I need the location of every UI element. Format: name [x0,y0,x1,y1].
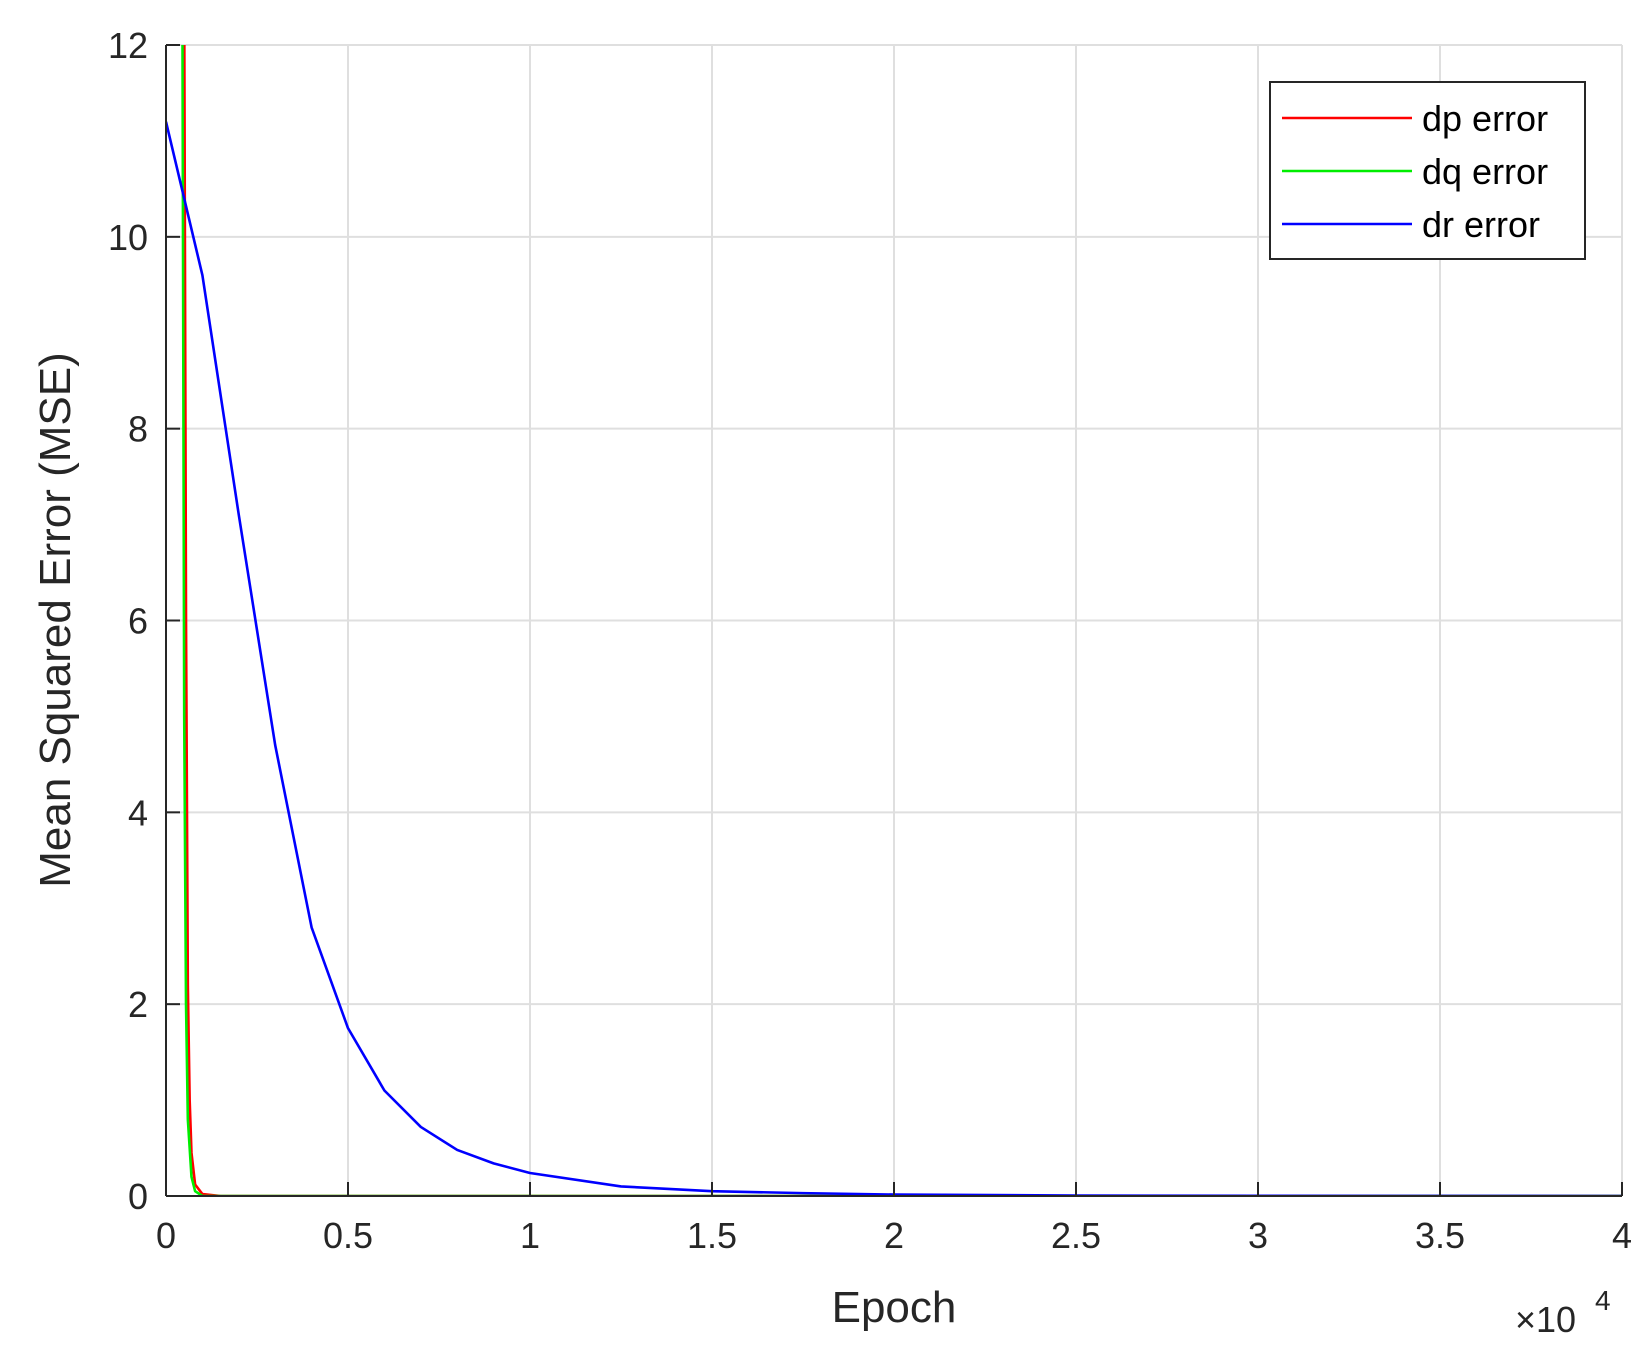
tick-labels: 0 0.5 1 1.5 2 2.5 3 3.5 4 0 2 4 6 8 10 12 [108,25,1632,1256]
grid [165,44,1623,1197]
legend: dp error dq error dr error [1269,81,1586,260]
y-axis-label: Mean Squared Error (MSE) [31,352,80,888]
y-tick-label: 6 [128,601,148,642]
x-tick-label: 1.5 [687,1215,737,1256]
y-tick-label: 10 [108,217,148,258]
legend-label: dp error [1422,98,1548,139]
x-tick-label: 4 [1612,1215,1632,1256]
series-line-dq-error [181,45,1622,1196]
x-axis-label: Epoch [832,1283,957,1332]
axes [165,44,1623,1197]
x-multiplier: ×10 4 [1515,1285,1611,1340]
y-tick-label: 0 [128,1176,148,1217]
y-tick-label: 12 [108,25,148,66]
x-tick-label: 2 [884,1215,904,1256]
legend-label: dq error [1422,151,1548,192]
x-tick-label: 3 [1248,1215,1268,1256]
y-tick-label: 2 [128,984,148,1025]
x-multiplier-label: ×10 [1515,1299,1576,1340]
x-tick-label: 2.5 [1051,1215,1101,1256]
x-tick-label: 3.5 [1415,1215,1465,1256]
x-tick-label: 0.5 [323,1215,373,1256]
legend-label: dr error [1422,204,1540,245]
y-tick-label: 4 [128,792,148,833]
y-tick-label: 8 [128,409,148,450]
x-tick-label: 0 [156,1215,176,1256]
x-multiplier-exponent: 4 [1595,1285,1611,1316]
x-tick-label: 1 [520,1215,540,1256]
